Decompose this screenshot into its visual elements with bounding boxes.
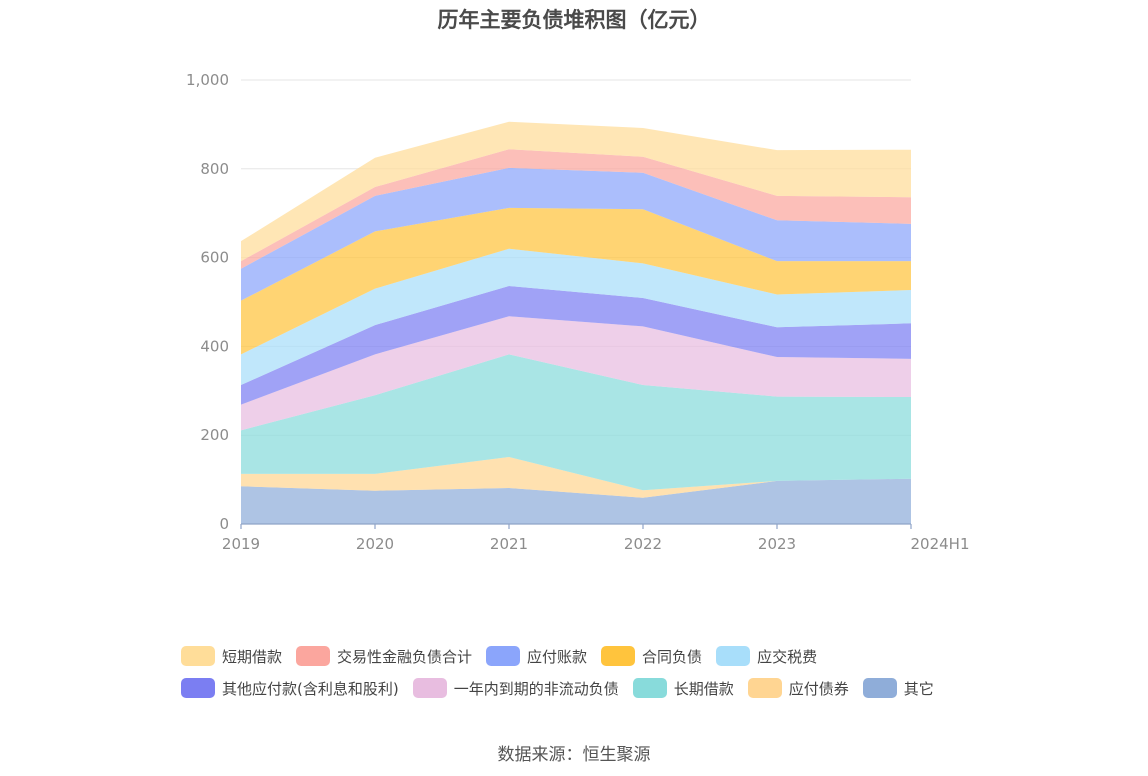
chart-title: 历年主要负债堆积图（亿元） [437, 8, 711, 32]
stacked-area-chart: 0 200 400 600 800 1,000 2019 2020 2021 2022 2023 20… [186, 71, 969, 553]
legend-row-1: 短期借款 交易性金融负债合计 应付账款 合同负债 应交税费 [181, 640, 1001, 672]
area-其它 [241, 478, 911, 524]
legend-swatch [486, 646, 521, 666]
legend-item[interactable]: 短期借款 [181, 646, 282, 667]
legend-label: 应交税费 [757, 647, 818, 666]
legend-item[interactable]: 其它 [862, 678, 934, 699]
area-应付债券 [241, 456, 911, 498]
area-合同负债 [241, 207, 911, 355]
legend-item[interactable]: 其他应付款(含利息和股利) [181, 678, 399, 699]
legend-swatch [601, 646, 636, 666]
area-series [241, 121, 911, 524]
area-短期借款 [241, 121, 911, 262]
x-tick-label: 2022 [624, 535, 662, 553]
legend-label: 长期借款 [673, 679, 734, 698]
legend-row-2: 其他应付款(含利息和股利) 一年内到期的非流动负债 长期借款 应付债券 其它 [181, 672, 1001, 704]
x-tick-label: 2019 [222, 535, 260, 553]
x-tick-label: 2024H1 [911, 535, 970, 553]
legend-item[interactable]: 长期借款 [632, 678, 734, 699]
area-应付账款 [241, 167, 911, 301]
legend-swatch [181, 646, 215, 666]
x-tick-label: 2023 [758, 535, 796, 553]
legend: 短期借款 交易性金融负债合计 应付账款 合同负债 应交税费 其他应付款(含利息和股利) 一… [181, 640, 1001, 704]
legend-label: 其它 [903, 679, 934, 698]
legend-swatch [716, 646, 751, 666]
legend-item[interactable]: 应交税费 [716, 646, 817, 667]
area-长期借款 [241, 354, 911, 491]
legend-item[interactable]: 一年内到期的非流动负债 [412, 678, 619, 699]
legend-swatch [296, 646, 331, 666]
legend-label: 一年内到期的非流动负债 [453, 679, 619, 698]
x-tick-label: 2021 [490, 535, 528, 553]
area-其他应付款(含利息和股利) [241, 286, 911, 405]
legend-swatch [632, 678, 667, 698]
y-tick-label: 1,000 [186, 71, 229, 89]
x-tick-label: 2020 [356, 535, 394, 553]
legend-label: 应付账款 [527, 647, 588, 666]
area-交易性金融负债合计 [241, 149, 911, 269]
y-tick-label: 800 [200, 160, 229, 178]
legend-swatch [412, 678, 447, 698]
y-tick-label: 400 [200, 337, 229, 355]
legend-swatch [862, 678, 897, 698]
y-tick-label: 200 [200, 426, 229, 444]
y-tick-label: 0 [219, 515, 229, 533]
legend-swatch [747, 678, 782, 698]
axes: 0 200 400 600 800 1,000 2019 2020 2021 2022 2023 20… [186, 71, 969, 553]
legend-label: 交易性金融负债合计 [337, 647, 473, 666]
area-应交税费 [241, 248, 911, 386]
y-tick-label: 600 [200, 249, 229, 267]
legend-item[interactable]: 合同负债 [601, 646, 702, 667]
legend-label: 合同负债 [642, 647, 703, 666]
area-一年内到期的非流动负债 [241, 316, 911, 431]
data-source: 数据来源：恒生聚源 [497, 745, 651, 765]
legend-swatch [181, 678, 215, 698]
legend-item[interactable]: 应付债券 [747, 678, 849, 699]
legend-item[interactable]: 交易性金融负债合计 [296, 646, 472, 667]
legend-label: 应付债券 [788, 679, 849, 698]
legend-label: 短期借款 [222, 647, 283, 666]
legend-label: 其他应付款(含利息和股利) [222, 679, 399, 698]
legend-item[interactable]: 应付账款 [486, 646, 587, 667]
